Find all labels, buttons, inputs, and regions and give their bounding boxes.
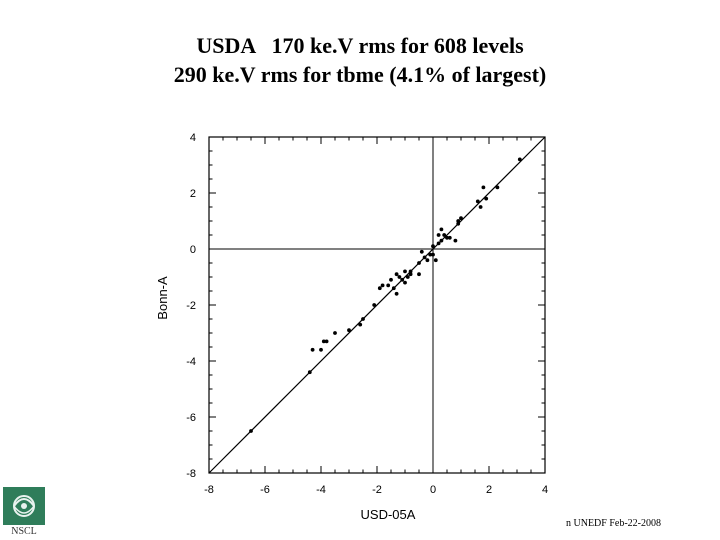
y-tick-label: 4: [190, 132, 196, 144]
tick-labels: -8 -6 -4 -2 0 2 4 -8 -6 -4 -2 0 2 4: [186, 132, 548, 496]
y-tick-label: -2: [186, 300, 196, 312]
data-point: [456, 219, 461, 223]
data-point: [249, 429, 253, 433]
x-tick-label: -2: [372, 484, 382, 496]
logo-text: NSCL: [11, 526, 37, 537]
data-point: [403, 269, 407, 274]
data-point: [394, 291, 399, 296]
data-point: [347, 328, 351, 333]
data-point: [417, 272, 421, 277]
data-point: [459, 216, 463, 221]
data-point: [439, 238, 444, 243]
data-point: [319, 347, 323, 352]
data-point: [333, 331, 337, 335]
nscl-logo: [3, 487, 45, 525]
data-point: [417, 261, 421, 265]
data-point: [478, 205, 483, 209]
data-point: [439, 227, 444, 232]
data-point: [517, 157, 522, 162]
data-point: [377, 286, 382, 291]
data-point: [386, 283, 391, 288]
x-tick-label: -8: [204, 484, 214, 496]
data-point: [431, 244, 435, 249]
data-point: [447, 235, 452, 240]
diagonal-reference-line: [208, 136, 546, 474]
data-point: [380, 283, 385, 288]
y-tick-label: -6: [186, 412, 196, 424]
data-points: [249, 157, 522, 433]
data-point: [495, 185, 500, 190]
data-point: [408, 272, 413, 277]
data-point: [436, 241, 441, 246]
y-tick-label: 2: [190, 188, 196, 200]
x-axis-title: USD-05A: [361, 507, 416, 522]
y-axis-title: Bonn-A: [155, 276, 170, 320]
data-point: [321, 339, 326, 344]
x-tick-label: 0: [430, 484, 436, 496]
footer-credit: n UNEDF Feb-22-2008: [566, 518, 661, 529]
tick-marks: [208, 136, 546, 474]
data-point: [358, 322, 363, 327]
x-tick-label: -4: [316, 484, 326, 496]
y-tick-label: -8: [186, 468, 196, 480]
title-line-1: USDA 170 ke.V rms for 608 levels: [196, 33, 524, 58]
data-point: [307, 370, 312, 375]
data-point: [481, 185, 486, 190]
data-point: [436, 233, 441, 237]
x-tick-label: 2: [486, 484, 492, 496]
data-point: [442, 233, 447, 237]
data-point: [310, 347, 315, 352]
data-point: [391, 286, 396, 291]
data-point: [403, 280, 407, 285]
title-line-2: 290 ke.V rms for tbme (4.1% of largest): [173, 62, 547, 87]
data-point: [324, 339, 329, 344]
data-point: [433, 258, 438, 263]
data-point: [453, 238, 458, 243]
data-point: [484, 196, 489, 201]
data-point: [397, 275, 402, 279]
data-point: [445, 235, 449, 240]
data-point: [431, 252, 435, 257]
data-point: [422, 255, 427, 260]
data-point: [394, 272, 399, 277]
data-point: [400, 277, 405, 282]
y-tick-label: -4: [186, 356, 196, 368]
data-point: [425, 258, 430, 263]
data-point: [372, 303, 377, 307]
data-point: [475, 199, 480, 204]
data-point: [408, 269, 413, 274]
data-point: [361, 317, 365, 321]
x-tick-label: -6: [260, 484, 270, 496]
data-point: [419, 249, 424, 254]
x-tick-label: 4: [542, 484, 548, 496]
y-tick-label: 0: [190, 244, 196, 256]
data-point: [456, 221, 461, 226]
data-point: [389, 277, 393, 282]
data-point: [428, 252, 433, 257]
data-point: [405, 275, 410, 279]
